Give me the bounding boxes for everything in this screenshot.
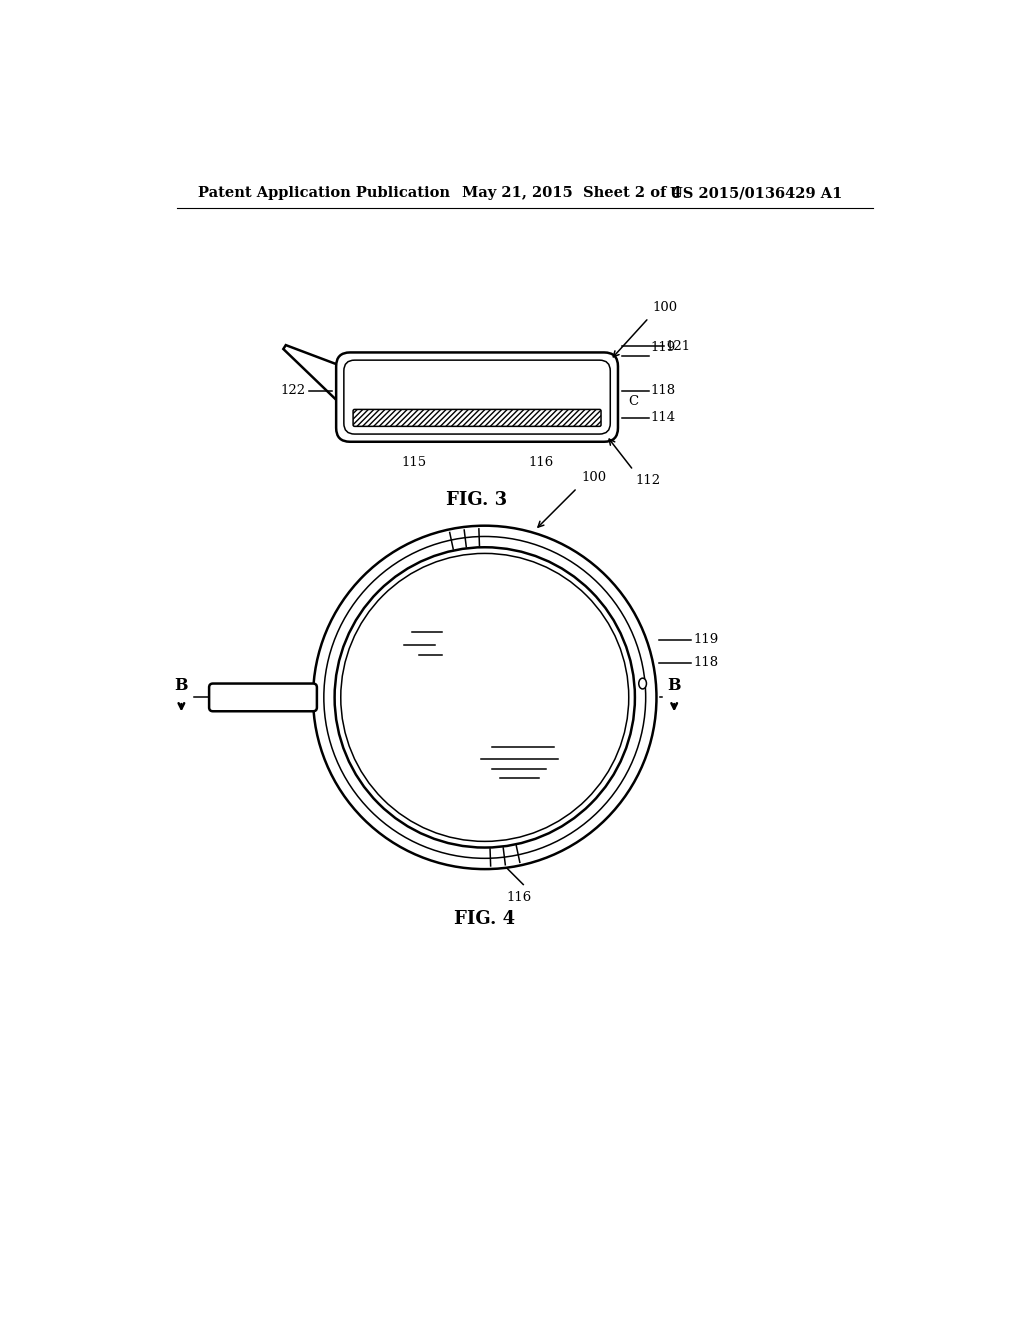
Text: 115: 115	[401, 455, 426, 469]
Text: 116: 116	[507, 891, 532, 904]
Polygon shape	[284, 345, 376, 416]
Text: 100: 100	[581, 471, 606, 484]
Text: 116: 116	[528, 455, 553, 469]
Text: 118: 118	[693, 656, 719, 669]
Text: 119: 119	[693, 634, 719, 647]
Circle shape	[341, 553, 629, 841]
Text: B: B	[175, 677, 188, 694]
Text: B: B	[668, 677, 681, 694]
Text: 118: 118	[650, 384, 676, 397]
Circle shape	[313, 525, 656, 869]
Text: 121: 121	[666, 339, 691, 352]
Circle shape	[324, 536, 646, 858]
Text: C: C	[628, 395, 638, 408]
Text: 114: 114	[650, 412, 676, 425]
Text: 122: 122	[281, 384, 305, 397]
Text: May 21, 2015  Sheet 2 of 4: May 21, 2015 Sheet 2 of 4	[462, 186, 681, 201]
Text: FIG. 4: FIG. 4	[455, 911, 515, 928]
Circle shape	[335, 548, 635, 847]
Text: 100: 100	[652, 301, 678, 314]
Text: 112: 112	[636, 474, 660, 487]
Text: 119: 119	[650, 341, 676, 354]
Text: US 2015/0136429 A1: US 2015/0136429 A1	[670, 186, 842, 201]
Ellipse shape	[639, 678, 646, 689]
FancyBboxPatch shape	[336, 352, 617, 442]
FancyBboxPatch shape	[353, 409, 601, 426]
Text: Patent Application Publication: Patent Application Publication	[199, 186, 451, 201]
Text: FIG. 3: FIG. 3	[446, 491, 508, 508]
FancyBboxPatch shape	[209, 684, 316, 711]
FancyBboxPatch shape	[344, 360, 610, 434]
